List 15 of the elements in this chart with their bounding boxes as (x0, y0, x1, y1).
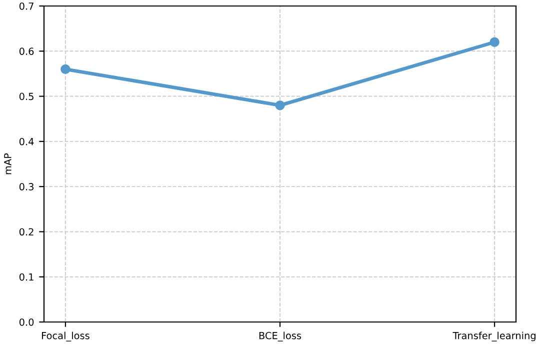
y-tick-label: 0.2 (19, 228, 34, 236)
y-tick-label: 0.3 (19, 183, 34, 190)
x-tick-label: BCE_loss (259, 332, 302, 342)
y-tick-label: 0.5 (19, 92, 34, 100)
point (275, 100, 285, 110)
y-tick-label: 0.7 (19, 2, 34, 10)
y-tick-label: 0.0 (19, 318, 34, 326)
x-tick-label: Focal_loss (42, 332, 90, 342)
y-tick-label: 0.6 (19, 48, 34, 55)
y-axis-title: mAP (4, 153, 12, 174)
y-tick-label: 0.4 (19, 138, 34, 146)
x-tick-label: Transfer_learning (452, 332, 536, 342)
y-tick-label: 0.1 (19, 273, 34, 281)
point (60, 64, 70, 74)
point (490, 37, 500, 47)
